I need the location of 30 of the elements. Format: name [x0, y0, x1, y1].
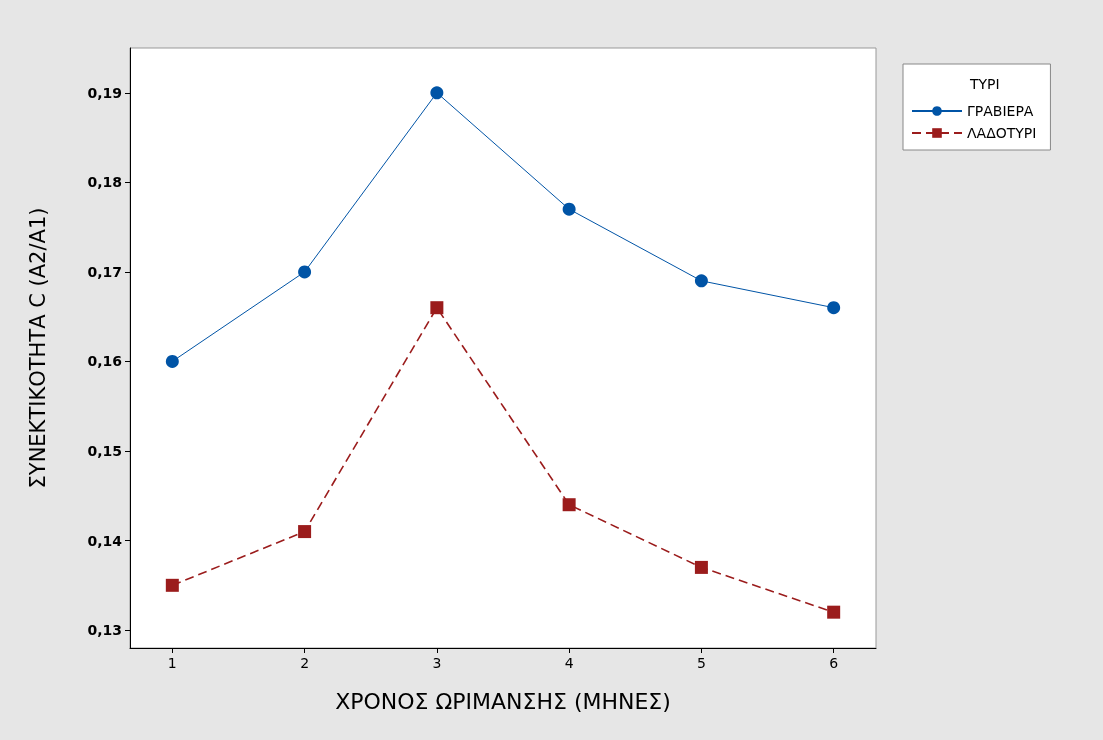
point [827, 605, 841, 619]
x-tick-label: 5 [696, 655, 706, 671]
x-axis-title: ΧΡΟΝΟΣ ΩΡΙΜΑΝΣΗΣ (ΜΗΝΕΣ) [335, 688, 671, 714]
legend-label: ΓΡΑΒΙΕΡΑ [967, 103, 1034, 119]
x-tick-label: 4 [564, 655, 574, 671]
point [827, 301, 841, 315]
y-axis-title: ΣΥΝΕΚΤΙΚΟΤΗΤΑ C (A2/A1) [25, 207, 50, 489]
x-tick-label: 6 [829, 655, 839, 671]
y-tick-label: 0,16 [87, 353, 122, 370]
y-tick-label: 0,13 [87, 622, 122, 639]
legend-title: ΤΥΡΙ [969, 76, 1000, 92]
y-tick-label: 0,14 [87, 532, 123, 549]
point [298, 265, 312, 279]
x-tick-label: 2 [300, 655, 310, 671]
y-tick-label: 0,19 [87, 84, 122, 101]
point [430, 86, 444, 100]
point [562, 498, 576, 512]
x-tick-label: 1 [167, 655, 177, 671]
point [165, 354, 179, 368]
point [430, 301, 444, 315]
y-tick-label: 0,18 [87, 174, 122, 191]
point [694, 560, 708, 574]
y-tick-label: 0,17 [87, 263, 122, 280]
point [165, 578, 179, 592]
point [298, 525, 312, 539]
point [694, 274, 708, 288]
x-tick-label: 3 [432, 655, 442, 671]
point [562, 202, 576, 216]
legend-label: ΛΑΔΟΤΥΡΙ [967, 125, 1037, 141]
y-tick-label: 0,15 [87, 442, 122, 459]
